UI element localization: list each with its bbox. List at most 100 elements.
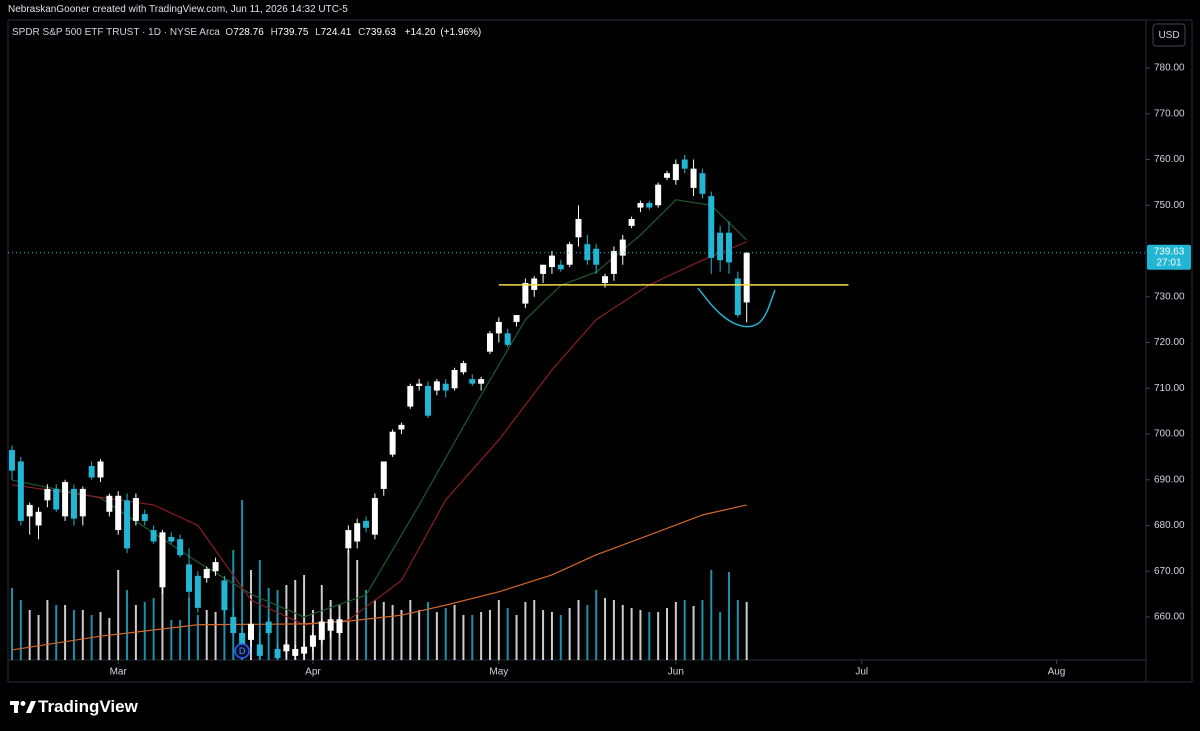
volume-bar	[249, 570, 252, 660]
candle-body	[433, 381, 440, 391]
chart-pane	[8, 20, 1145, 660]
y-tick-label: 770.00	[1154, 108, 1185, 119]
candle-body	[150, 530, 157, 542]
candle-body	[655, 184, 662, 206]
candle-body	[354, 523, 361, 542]
candle-body	[345, 530, 352, 549]
candle-body	[478, 379, 485, 384]
candle-body	[389, 431, 396, 455]
candle-body	[540, 264, 547, 274]
volume-bar	[471, 615, 474, 660]
candle-body	[194, 575, 201, 608]
volume-bar	[126, 590, 129, 660]
candle-body	[318, 621, 325, 640]
volume-bar	[745, 602, 748, 660]
candle-body	[637, 202, 644, 208]
y-tick-label: 750.00	[1154, 200, 1185, 211]
candle-body	[743, 252, 750, 303]
volume-bar	[232, 550, 235, 660]
volume-bar	[10, 588, 13, 660]
logo-stem	[14, 701, 18, 713]
volume-bar	[276, 590, 279, 660]
volume-bar	[223, 585, 226, 660]
candle-body	[664, 173, 671, 178]
candle-body	[17, 461, 24, 521]
volume-bar	[117, 570, 120, 660]
header-credit: NebraskanGooner created with TradingView…	[8, 4, 348, 15]
candle-body	[363, 520, 370, 528]
currency-button[interactable]	[1152, 23, 1186, 47]
volume-bar	[285, 585, 288, 660]
x-tick-label: Jun	[668, 667, 684, 678]
last-price-label: 739.63	[1154, 246, 1185, 257]
volume-bar	[28, 610, 31, 660]
volume-bar	[533, 600, 536, 660]
ohlc-value: 728.76	[233, 27, 264, 38]
candle-body	[177, 539, 184, 556]
volume-bar	[161, 580, 164, 660]
change-percent: (+1.96%)	[440, 27, 482, 38]
volume-bar	[480, 612, 483, 660]
volume-bar	[400, 610, 403, 660]
candle-body	[159, 532, 166, 588]
volume-bar	[46, 600, 49, 660]
volume-bar	[418, 610, 421, 660]
candle-body	[141, 514, 148, 521]
volume-bar	[630, 608, 633, 660]
moving-average	[11, 504, 747, 651]
x-tick-label: Jul	[855, 667, 868, 678]
candle-body	[646, 202, 653, 208]
y-tick-label: 670.00	[1154, 566, 1185, 577]
candle-body	[460, 363, 467, 373]
ohlc-value: 724.41	[320, 27, 352, 38]
candle-body	[336, 619, 343, 634]
logo-dot	[20, 701, 26, 706]
candle-body	[416, 383, 423, 386]
candle-body	[699, 173, 706, 194]
candle-body	[734, 278, 741, 316]
volume-bar	[347, 550, 350, 660]
ohlc-label: L	[315, 27, 321, 38]
candle-body	[283, 644, 290, 652]
candle-body	[584, 244, 591, 261]
currency-label[interactable]: USD	[1158, 30, 1179, 41]
volume-bar	[179, 620, 182, 660]
moving-average	[11, 241, 747, 626]
candle-body	[44, 488, 51, 501]
volume-bar	[719, 612, 722, 660]
candle-body	[239, 633, 246, 645]
candle-body	[186, 564, 193, 592]
volume-bar	[72, 610, 75, 660]
volume-bar	[427, 602, 430, 660]
ohlc-label: C	[358, 27, 366, 38]
volume-bar	[542, 610, 545, 660]
candle-body	[610, 251, 617, 274]
ohlc-value: 739.75	[277, 27, 309, 38]
volume-bar	[453, 605, 456, 660]
candle-body	[566, 244, 573, 265]
volume-bar	[205, 610, 208, 660]
last-price-box	[1147, 244, 1191, 270]
volume-bar	[365, 590, 368, 660]
candle-body	[70, 488, 77, 519]
volume-bar	[586, 605, 589, 660]
candle-body	[327, 619, 334, 631]
volume-bar	[666, 608, 669, 660]
y-tick-label: 730.00	[1154, 291, 1185, 302]
bar-countdown: 27:01	[1156, 257, 1181, 268]
candle-body	[168, 536, 175, 542]
candle-body	[681, 159, 688, 169]
candle-body	[88, 466, 95, 478]
candle-body	[230, 616, 237, 634]
candle-body	[398, 424, 405, 430]
candle-body	[495, 321, 502, 334]
volume-bar	[409, 600, 412, 660]
volume-bar	[214, 612, 217, 660]
volume-bar	[736, 600, 739, 660]
volume-bar	[621, 605, 624, 660]
candle-body	[132, 498, 139, 521]
candle-body	[557, 264, 564, 270]
candle-body	[26, 504, 33, 517]
